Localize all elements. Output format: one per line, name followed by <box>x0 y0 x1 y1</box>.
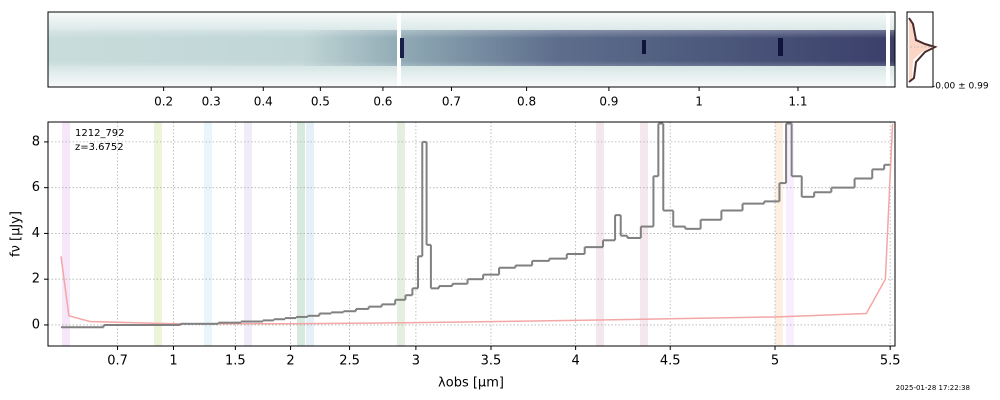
x-tick-label: 3.5 <box>481 354 502 369</box>
redshift: z=3.6752 <box>75 142 124 153</box>
plot-frame <box>47 121 896 347</box>
x-tick-label: 1.5 <box>225 354 246 369</box>
x-tick-label: 0.4 <box>254 95 273 109</box>
profile-label: -0.00 ± 0.99 <box>932 82 989 92</box>
y-axis-label: fν [μJy] <box>9 211 24 257</box>
x-tick-label: 1 <box>169 354 177 369</box>
x-tick-label: 4.5 <box>660 354 681 369</box>
x-tick-label: 3 <box>412 354 420 369</box>
x-tick-label: 0.5 <box>311 95 330 109</box>
object-id: 1212_792 <box>75 128 125 139</box>
x-tick-label: 2.5 <box>339 354 360 369</box>
y-tick-label: 6 <box>32 180 40 195</box>
x-tick-label: 1.1 <box>788 95 807 109</box>
x-tick-label: 0.7 <box>107 354 128 369</box>
x-tick-label: 0.6 <box>373 95 392 109</box>
profile-panel <box>906 11 938 88</box>
y-tick-label: 0 <box>32 317 40 332</box>
x-axis-label: λobs [μm] <box>438 376 504 391</box>
x-tick-label: 5.5 <box>880 354 901 369</box>
x-tick-label: 4 <box>571 354 579 369</box>
line-bands <box>62 122 794 346</box>
x-tick-label: 1 <box>695 95 703 109</box>
error-line <box>60 123 894 325</box>
x-tick-label: 0.3 <box>202 95 221 109</box>
x-tick-label: 0.8 <box>517 95 536 109</box>
y-tick-label: 2 <box>32 272 40 287</box>
x-tick-label: 0.9 <box>599 95 618 109</box>
spectrum-2d <box>47 11 896 88</box>
x-tick-label: 0.7 <box>442 95 461 109</box>
y-tick-label: 8 <box>32 134 40 149</box>
y-tick-label: 4 <box>32 226 40 241</box>
x-tick-label: 5 <box>771 354 779 369</box>
x-tick-label: 0.2 <box>154 95 173 109</box>
timestamp: 2025-01-28 17:22:38 <box>896 384 970 392</box>
x-tick-label: 2 <box>286 354 294 369</box>
